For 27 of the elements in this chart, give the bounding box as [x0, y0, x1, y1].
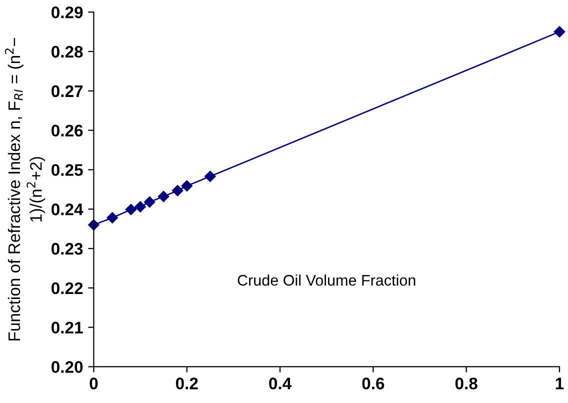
- x-tick-label: 1: [556, 378, 564, 390]
- y-tick-label: 0.22: [52, 282, 83, 294]
- y-tick-label: 0.20: [52, 361, 83, 373]
- y-tick-label: 0.23: [52, 242, 83, 255]
- text: Function of Refractive Index n, F$_{RI}$ = (n$^{2}$− 1)/(n$^{2}$+2): [4, 38, 46, 340]
- point: [172, 184, 184, 196]
- y-tick-label: 0.21: [52, 322, 83, 334]
- point: [106, 212, 118, 224]
- point: [144, 196, 156, 208]
- point: [134, 201, 146, 212]
- point: [158, 190, 170, 202]
- point: [204, 170, 216, 182]
- x-tick-label: 0.4: [269, 378, 292, 390]
- y-tick-label: 0.25: [52, 164, 83, 176]
- point: [554, 26, 566, 38]
- x-tick-label: 0.8: [455, 378, 478, 390]
- x-tick-label: 0.6: [362, 378, 384, 390]
- y-tick-label: 0.28: [52, 46, 83, 58]
- point: [125, 204, 137, 216]
- point: [181, 180, 192, 192]
- x-tick-label: 0.2: [176, 378, 198, 390]
- y-tick-label: 0.24: [52, 204, 84, 216]
- y-tick-label: 0.27: [52, 85, 83, 98]
- x-tick-label: 0: [90, 378, 98, 390]
- y-tick-label: 0.26: [52, 124, 83, 137]
- x-axis-title: Crude Oil Volume Fraction: [238, 274, 416, 286]
- y-tick-label: 0.29: [52, 6, 83, 18]
